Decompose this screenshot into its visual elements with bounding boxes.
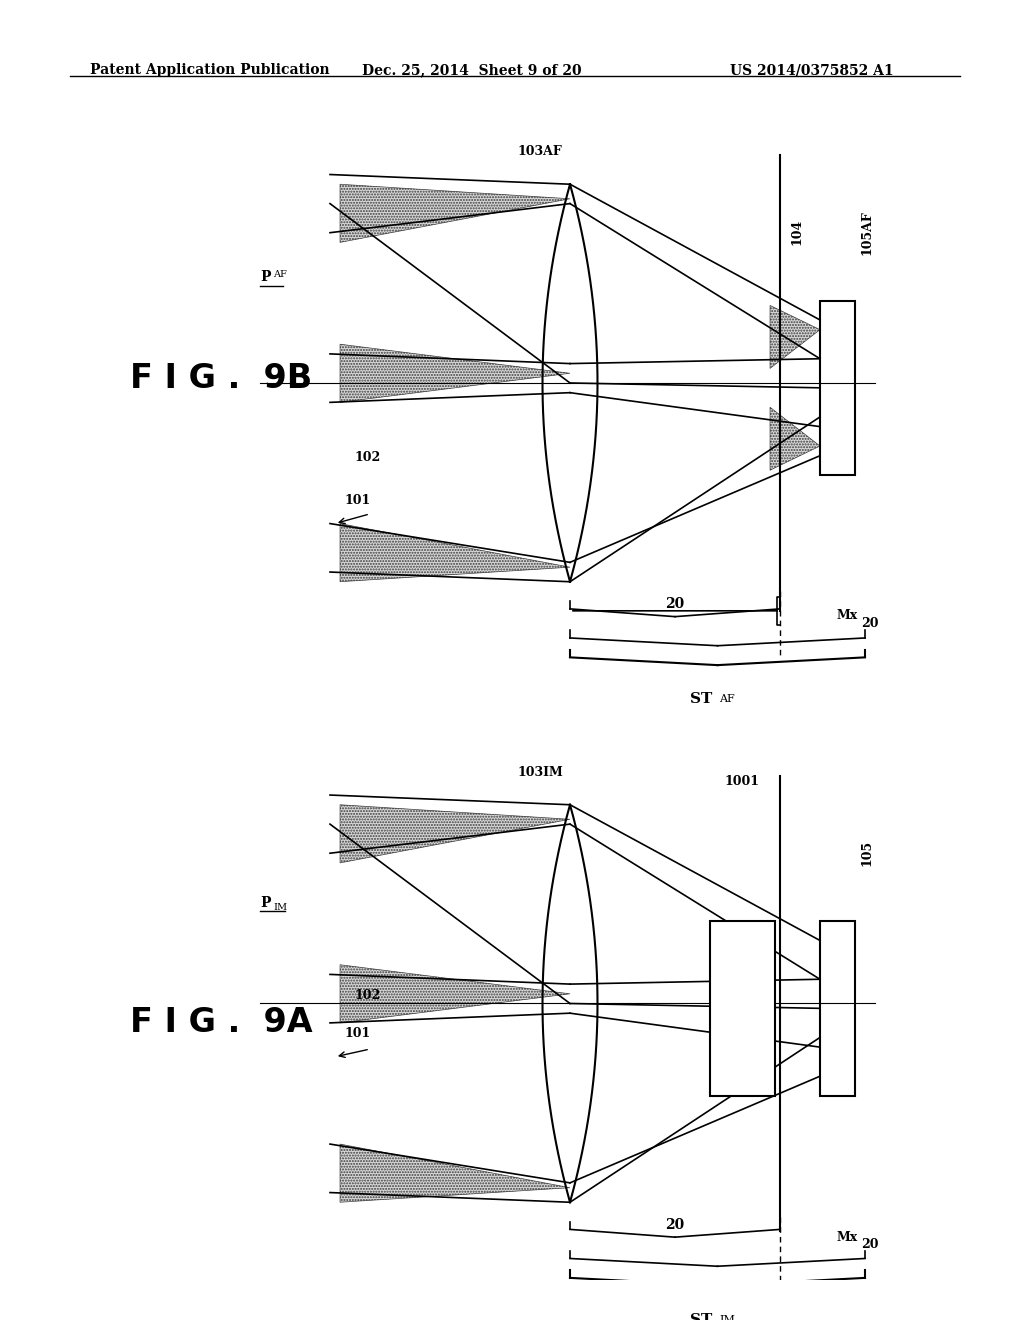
Text: F I G .  9A: F I G . 9A	[130, 1006, 312, 1039]
Polygon shape	[340, 965, 570, 1023]
Text: US 2014/0375852 A1: US 2014/0375852 A1	[730, 63, 894, 77]
Text: IM: IM	[273, 903, 287, 912]
Text: Mx: Mx	[837, 1232, 858, 1243]
Polygon shape	[340, 185, 570, 243]
Text: 102: 102	[355, 450, 381, 463]
Bar	[820, 921, 855, 1096]
Text: 20: 20	[666, 1218, 685, 1232]
Text: 20: 20	[666, 597, 685, 611]
Text: 20: 20	[861, 618, 879, 631]
Text: P: P	[260, 895, 270, 909]
Polygon shape	[770, 925, 775, 989]
Text: ST: ST	[690, 692, 713, 706]
Text: 101: 101	[345, 494, 372, 507]
Bar	[820, 301, 855, 475]
Text: IM: IM	[720, 1315, 735, 1320]
Text: 101: 101	[345, 1027, 372, 1040]
Text: 1001: 1001	[725, 775, 760, 788]
Polygon shape	[340, 805, 570, 863]
Text: 20: 20	[861, 1238, 879, 1251]
Text: F I G .  9B: F I G . 9B	[130, 362, 312, 395]
Polygon shape	[770, 1028, 775, 1090]
Text: P: P	[260, 271, 270, 284]
Polygon shape	[340, 524, 570, 582]
Polygon shape	[770, 407, 820, 470]
Text: Dec. 25, 2014  Sheet 9 of 20: Dec. 25, 2014 Sheet 9 of 20	[362, 63, 582, 77]
Text: 104: 104	[790, 219, 803, 246]
Text: Patent Application Publication: Patent Application Publication	[90, 63, 330, 77]
Text: 103AF: 103AF	[517, 145, 562, 158]
Polygon shape	[770, 305, 820, 368]
Text: AF: AF	[273, 271, 287, 280]
Text: 103IM: 103IM	[517, 766, 563, 779]
Polygon shape	[340, 1144, 570, 1203]
Bar	[710, 921, 775, 1096]
Polygon shape	[340, 345, 570, 403]
Text: 105AF: 105AF	[860, 210, 873, 255]
Text: 102: 102	[355, 989, 381, 1002]
Text: ST: ST	[690, 1313, 713, 1320]
Text: 105: 105	[860, 840, 873, 866]
Text: AF: AF	[720, 694, 735, 704]
Text: Mx: Mx	[837, 609, 858, 622]
